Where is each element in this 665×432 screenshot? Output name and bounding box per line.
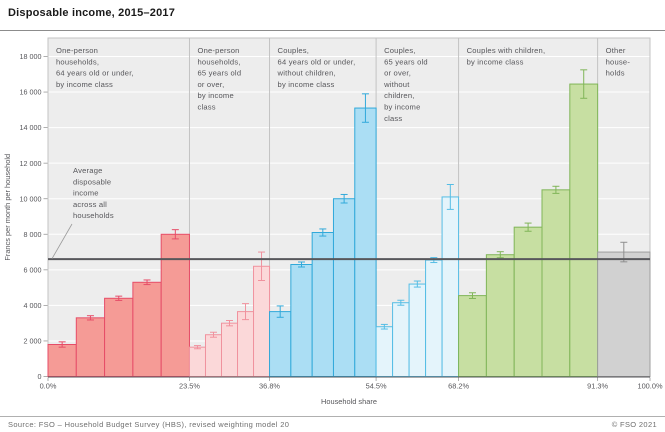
y-tick-label: 2 000	[24, 337, 42, 346]
bar-one-person-64-under-5	[160, 233, 190, 377]
y-tick-label: 18 000	[20, 52, 42, 61]
group-label-couples-with-children: Couples with children, by income class	[467, 46, 546, 66]
x-tick-label: 0.0%	[40, 382, 57, 391]
y-tick-label: 4 000	[24, 301, 42, 310]
bar-one-person-65-over-3	[220, 322, 239, 377]
bar-other-households-1	[597, 251, 651, 377]
bar-couples-with-children-5	[569, 83, 599, 378]
disposable-income-bar-chart: 0 2 000 4 000 6 000 8 000 10 000 12 000 14 000 1…	[3, 37, 663, 406]
bar-one-person-64-under-2	[75, 317, 106, 378]
bar-one-person-65-over-4	[237, 311, 255, 377]
group-label-couples-64-under-no-children: Couples, 64 years old or under, without ch…	[277, 46, 356, 89]
bar-couples-65-over-no-children-4	[425, 259, 443, 377]
y-tick-label: 10 000	[20, 194, 42, 203]
bar-couples-with-children-2	[485, 254, 515, 378]
x-tick-label: 23.5%	[179, 382, 200, 391]
source-note: Source: FSO – Household Budget Survey (H…	[8, 420, 290, 429]
bar-one-person-65-over-2	[204, 334, 222, 378]
group-label-one-person-64-under: One-person households, 64 years old or und…	[56, 46, 134, 89]
bar-couples-65-over-no-children-1	[375, 326, 394, 378]
group-label-other-households: Other house-holds	[606, 46, 631, 78]
group-label-couples-65-over-no-children: Couples, 65 years old or over, without child…	[383, 46, 428, 123]
bar-couples-64-under-no-children-4	[332, 198, 356, 377]
y-tick-label: 16 000	[20, 88, 42, 97]
y-tick-label: 6 000	[24, 265, 42, 274]
bar-couples-with-children-3	[513, 226, 543, 377]
bar-one-person-64-under-1	[47, 344, 77, 377]
bar-couples-64-under-no-children-3	[311, 232, 334, 377]
bar-couples-64-under-no-children-5	[354, 107, 377, 378]
y-tick-label: 12 000	[20, 159, 42, 168]
bar-couples-with-children-1	[458, 295, 487, 377]
annotation-leader-line	[51, 223, 73, 259]
x-tick-label: 36.8%	[259, 382, 280, 391]
y-tick-label: 14 000	[20, 123, 42, 132]
bar-couples-65-over-no-children-5	[441, 196, 460, 377]
x-tick-label: 100.0%	[637, 382, 662, 391]
y-tick-label: 8 000	[24, 230, 42, 239]
y-axis-title: Francs per month per household	[3, 154, 12, 261]
bar-one-person-64-under-3	[104, 297, 134, 377]
bar-couples-65-over-no-children-3	[408, 283, 427, 377]
copyright-note: © FSO 2021	[611, 420, 657, 429]
bar-couples-64-under-no-children-2	[290, 264, 313, 377]
bar-couples-with-children-4	[541, 189, 571, 377]
group-label-one-person-65-over: One-person households, 65 years old or over…	[197, 46, 241, 112]
bar-one-person-65-over-5	[253, 265, 271, 377]
bar-one-person-65-over-1	[188, 346, 206, 377]
bar-couples-65-over-no-children-2	[392, 302, 410, 378]
y-tick-label: 0	[38, 372, 42, 381]
header-divider	[0, 30, 665, 31]
page-title: Disposable income, 2015–2017	[8, 7, 176, 19]
x-tick-label: 91.3%	[587, 382, 608, 391]
x-tick-label: 68.2%	[448, 382, 469, 391]
bar-one-person-64-under-4	[132, 281, 162, 377]
x-axis-title: Household share	[321, 397, 377, 406]
average-line-annotation: Average disposable income across all househo…	[73, 166, 114, 220]
footer-divider	[0, 416, 665, 417]
x-tick-label: 54.5%	[366, 382, 387, 391]
bar-couples-64-under-no-children-1	[269, 311, 292, 377]
